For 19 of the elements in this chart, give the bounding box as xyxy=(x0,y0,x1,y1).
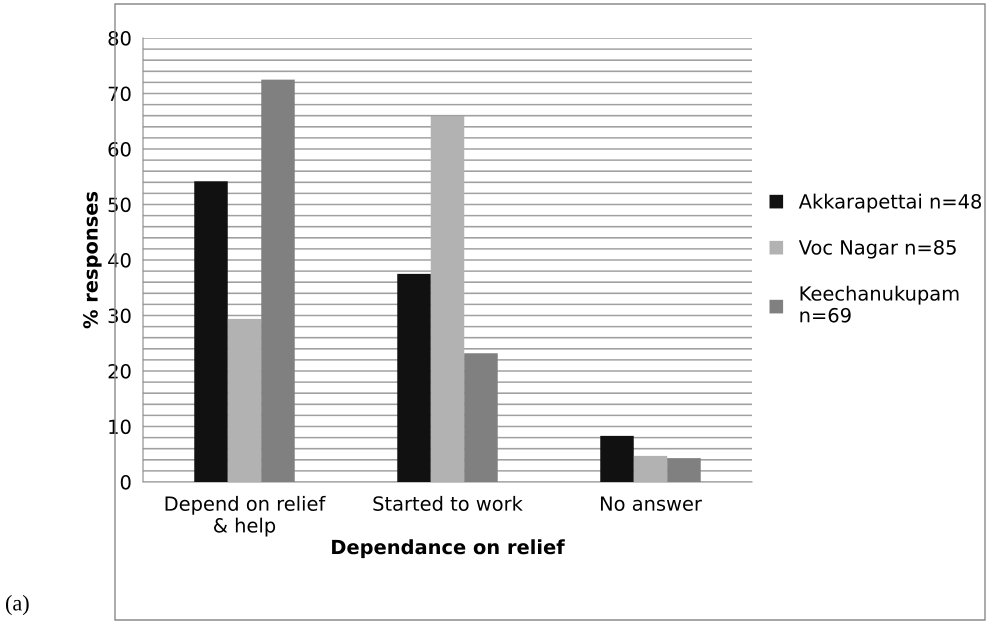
x-tick-label: Started to work xyxy=(373,496,523,511)
bar xyxy=(430,116,464,482)
bar xyxy=(228,318,262,482)
bar xyxy=(194,181,228,482)
x-tick-label: No answer xyxy=(600,496,702,511)
legend-label: Keechanukupam n=69 xyxy=(800,286,958,323)
x-axis-title: Dependance on relief xyxy=(332,539,565,558)
bar xyxy=(397,274,431,482)
y-tick-label: 80 xyxy=(108,30,131,46)
x-tick-label: Depend on relief & help xyxy=(166,496,326,536)
text: (a) xyxy=(6,594,29,616)
y-axis-title: % responses xyxy=(83,192,102,328)
bar xyxy=(634,456,668,482)
y-tick-label: 10 xyxy=(109,419,131,434)
y-tick-label: 0 xyxy=(120,474,131,490)
legend-label: Voc Nagar n=85 xyxy=(798,240,956,259)
y-tick-label: 60 xyxy=(108,142,131,157)
legend-label: Akkarapettai n=48 xyxy=(798,194,982,212)
bar xyxy=(600,436,634,482)
